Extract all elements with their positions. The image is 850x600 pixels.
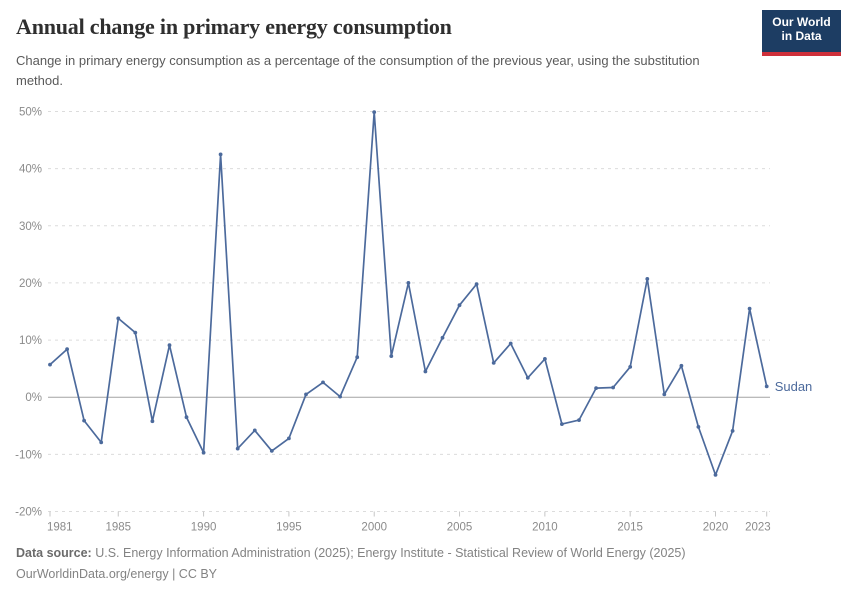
data-point [423,369,428,374]
data-point [355,355,360,360]
data-point [577,418,581,422]
y-tick-label: 40% [19,164,42,176]
owid-logo-line1: Our World [772,15,831,29]
data-point [167,343,172,348]
data-point [560,422,564,426]
data-point [594,386,598,390]
line-chart-canvas: 50% 40% 30% 20% 10% 0% -10% -20% 1981 1985 1990 199… [15,107,813,534]
y-tick-label: 30% [19,221,42,233]
data-point [235,446,240,451]
data-point [218,152,223,157]
x-axis: 1981 1985 1990 1995 2000 2005 2010 2015 2020 2023 [47,511,771,534]
chart-footer: Data source: U.S. Energy Information Adm… [16,543,686,586]
data-point [764,384,769,389]
data-point [304,392,308,397]
x-tick-label: 2015 [617,522,643,534]
y-tick-label: -10% [15,449,42,461]
datasource-label: Data source: [16,546,92,560]
datasource-line: Data source: U.S. Energy Information Adm… [16,543,686,564]
data-point [252,428,257,433]
data-point [338,394,342,399]
x-tick-label: 2020 [703,522,729,534]
chart-subtitle: Change in primary energy consumption as … [16,53,700,89]
data-point [184,415,189,420]
x-tick-label: 1985 [105,522,131,534]
y-tick-label: 0% [25,392,42,404]
page-title: Annual change in primary energy consumpt… [16,14,452,39]
series-label-sudan: Sudan [775,379,813,394]
data-point [321,380,325,385]
data-point [491,361,496,365]
data-point [730,429,735,433]
data-point [269,449,274,453]
data-point [662,392,667,397]
x-tick-label: 1981 [47,522,73,534]
data-point [65,347,69,352]
y-tick-label: -20% [15,507,42,519]
data-point [679,363,684,368]
data-point [406,281,411,285]
data-point [287,436,291,441]
data-point [116,316,121,321]
y-tick-label: 10% [19,335,42,347]
datasource-text: U.S. Energy Information Administration (… [91,546,686,560]
data-point [628,365,633,369]
x-tick-label: 2000 [361,522,387,534]
credit-line: OurWorldinData.org/energy | CC BY [16,567,218,582]
data-point [645,277,650,281]
data-point [611,385,615,390]
owid-logo-line2: in Data [781,29,822,43]
data-point [747,306,752,311]
data-point [48,362,52,367]
data-point-markers [48,110,769,477]
gridlines [48,111,770,512]
data-point [372,110,377,114]
x-tick-label: 2023 [745,522,771,534]
data-point [713,473,718,477]
data-point [525,375,530,380]
data-point [508,341,513,346]
y-tick-label: 50% [19,107,42,119]
owid-logo[interactable]: Our World in Data [762,10,841,56]
data-point [201,450,206,455]
x-tick-label: 1995 [276,522,302,534]
data-point [82,418,86,423]
data-point [389,354,394,358]
x-tick-label: 2010 [532,522,558,534]
data-point [457,303,462,308]
x-tick-label: 2005 [447,522,473,534]
data-line-sudan [49,111,768,476]
data-point [474,282,479,286]
data-point [440,335,445,340]
x-tick-label: 1990 [191,522,217,534]
data-point [133,330,138,335]
data-point [150,419,155,424]
data-point [99,440,104,445]
data-point [696,425,701,429]
data-point [543,357,547,361]
y-axis-tick-labels: 50% 40% 30% 20% 10% 0% -10% -20% [15,107,42,519]
y-tick-label: 20% [19,278,42,290]
